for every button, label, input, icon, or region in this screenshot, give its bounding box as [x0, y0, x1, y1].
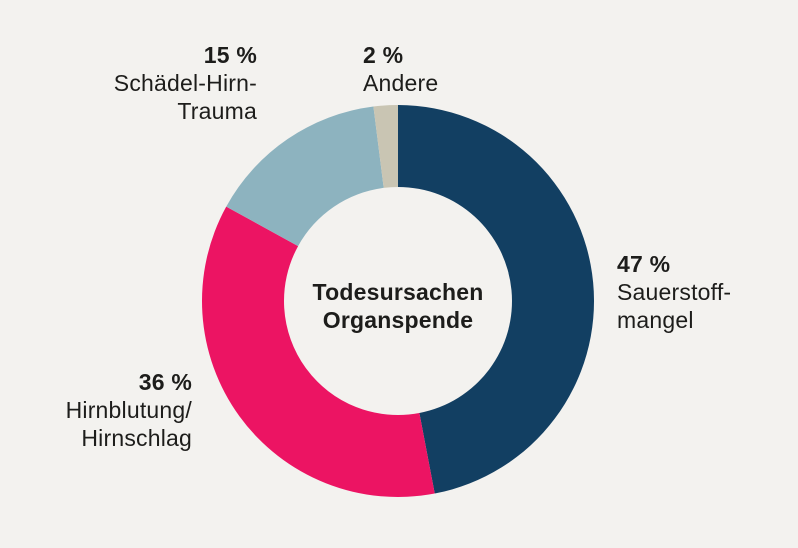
- segment-pct: 47 %: [617, 251, 671, 277]
- segment-label: Sauerstoff- mangel: [617, 279, 732, 333]
- donut-segment-3: [373, 105, 398, 188]
- donut-segment-0: [398, 105, 595, 494]
- label-sauerstoffmangel: 47 % Sauerstoff- mangel: [617, 250, 731, 334]
- donut-segment-1: [201, 206, 435, 498]
- label-andere: 2 % Andere: [363, 41, 438, 97]
- segment-label: Schädel-Hirn- Trauma: [113, 70, 257, 124]
- segment-pct: 2 %: [363, 42, 404, 68]
- segment-label: Hirnblutung/ Hirnschlag: [65, 397, 192, 451]
- segment-label: Andere: [363, 70, 439, 96]
- chart-center-title: Todesursachen Organspende: [312, 279, 484, 333]
- segment-pct: 36 %: [138, 369, 192, 395]
- donut-segment-2: [226, 106, 384, 247]
- label-schaedel-hirn-trauma: 15 % Schädel-Hirn- Trauma: [114, 41, 257, 125]
- segment-pct: 15 %: [203, 42, 257, 68]
- label-hirnblutung-hirnschlag: 36 % Hirnblutung/ Hirnschlag: [66, 368, 192, 452]
